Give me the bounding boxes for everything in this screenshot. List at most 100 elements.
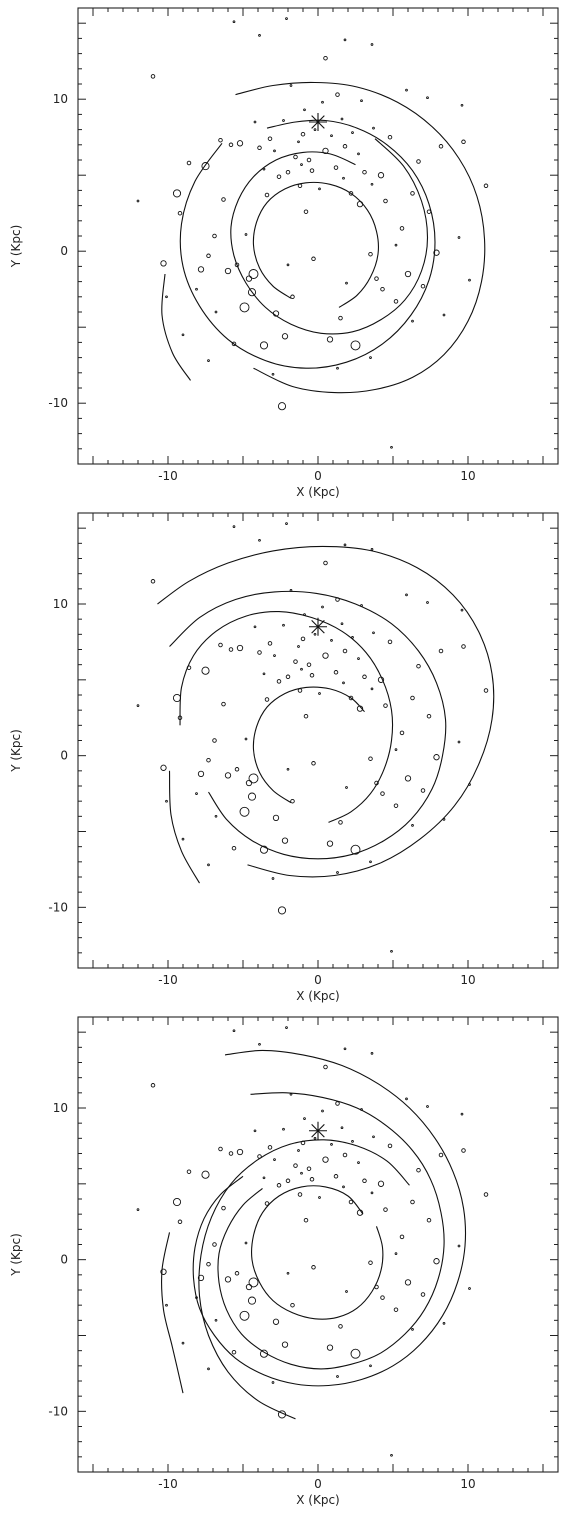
- y-tick-label: 10: [53, 1101, 68, 1115]
- axis-ticks: [77, 512, 559, 969]
- object-point: [285, 1178, 291, 1184]
- object-point: [234, 262, 240, 268]
- object-point: [212, 233, 217, 239]
- object-point: [468, 278, 471, 282]
- object-point: [433, 754, 440, 761]
- x-tick-label: 10: [460, 1477, 475, 1491]
- object-point: [258, 1042, 261, 1046]
- y-tick-label: 10: [53, 92, 68, 106]
- object-point: [228, 1151, 234, 1156]
- object-point: [228, 647, 234, 652]
- object-point: [438, 648, 444, 654]
- object-point: [201, 666, 210, 675]
- object-point: [338, 315, 343, 321]
- object-point: [228, 142, 234, 148]
- object-point: [236, 1148, 244, 1156]
- object-point: [257, 650, 262, 655]
- object-point: [285, 169, 291, 175]
- object-point: [290, 798, 295, 804]
- spiral-arm-1: [179, 119, 436, 369]
- object-point: [262, 167, 266, 171]
- object-point: [258, 538, 261, 542]
- object-point: [322, 652, 329, 659]
- object-point: [289, 589, 293, 592]
- object-point: [253, 625, 257, 629]
- object-point: [232, 1029, 236, 1033]
- object-point: [273, 149, 276, 153]
- object-point: [224, 772, 232, 779]
- object-point: [380, 1295, 385, 1300]
- object-point: [297, 183, 303, 189]
- object-point: [231, 845, 237, 851]
- object-point: [326, 840, 334, 847]
- object-point: [281, 1341, 289, 1348]
- object-point: [272, 310, 280, 317]
- object-point: [405, 1097, 408, 1101]
- object-point: [313, 632, 317, 636]
- object-point: [461, 644, 466, 649]
- object-point: [321, 1109, 324, 1113]
- object-point: [360, 99, 363, 103]
- object-point: [181, 837, 185, 841]
- object-point: [318, 1196, 321, 1199]
- object-point: [271, 372, 275, 376]
- object-point: [247, 792, 257, 801]
- object-point: [218, 137, 223, 143]
- object-point: [338, 820, 343, 825]
- object-point: [426, 713, 432, 719]
- object-point: [195, 287, 198, 291]
- object-point: [461, 139, 466, 145]
- object-point: [372, 1135, 375, 1139]
- objects: [136, 17, 489, 449]
- object-point: [276, 1183, 282, 1188]
- object-point: [293, 154, 298, 160]
- object-point: [483, 183, 489, 189]
- object-point: [300, 163, 303, 166]
- object-point: [300, 1140, 306, 1146]
- object-point: [181, 1341, 185, 1345]
- y-tick-label: 0: [60, 1253, 68, 1267]
- spiral-arm-5: [161, 273, 191, 381]
- object-point: [416, 1167, 421, 1173]
- object-point: [426, 209, 432, 214]
- object-point: [438, 144, 444, 149]
- object-point: [399, 226, 405, 231]
- object-point: [420, 283, 426, 289]
- object-point: [372, 126, 375, 130]
- object-point: [244, 1241, 248, 1245]
- object-point: [411, 1328, 414, 1331]
- object-point: [335, 92, 340, 97]
- object-point: [348, 695, 354, 701]
- object-point: [433, 1258, 440, 1265]
- object-point: [380, 791, 385, 796]
- object-point: [207, 1367, 210, 1371]
- spiral-arms: [157, 545, 495, 884]
- object-point: [387, 639, 393, 645]
- object-point: [374, 1284, 379, 1290]
- object-point: [460, 103, 464, 107]
- object-point: [285, 674, 291, 680]
- object-point: [351, 636, 354, 639]
- object-point: [383, 1207, 388, 1212]
- object-point: [195, 1296, 198, 1299]
- object-point: [273, 1158, 276, 1161]
- object-point: [393, 299, 399, 304]
- object-point: [281, 837, 289, 844]
- object-point: [342, 176, 345, 180]
- object-point: [150, 579, 156, 584]
- object-point: [244, 737, 248, 741]
- spiral-arm-2: [217, 1092, 445, 1370]
- object-point: [362, 1178, 367, 1184]
- object-point: [394, 748, 398, 751]
- object-point: [368, 1260, 373, 1265]
- object-point: [357, 1161, 360, 1164]
- object-point: [150, 74, 156, 79]
- x-tick-label: 0: [314, 973, 322, 987]
- plot-frame: [77, 7, 559, 465]
- object-point: [234, 767, 240, 772]
- object-point: [253, 120, 257, 124]
- object-point: [356, 1209, 364, 1216]
- object-point: [276, 679, 282, 684]
- object-point: [160, 1268, 167, 1275]
